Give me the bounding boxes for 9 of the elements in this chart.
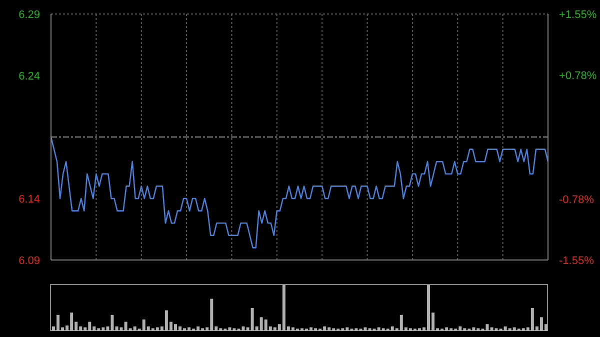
y-tick-label: 6.14 — [18, 194, 40, 206]
y2-tick-label: -0.78% — [559, 194, 594, 206]
y2-tick-label: +1.55% — [559, 9, 597, 21]
y-tick-label: 6.24 — [18, 70, 40, 82]
y2-tick-label: -1.55% — [559, 255, 594, 267]
y2-tick-label: +0.78% — [559, 70, 597, 82]
y-tick-label: 6.29 — [18, 9, 40, 21]
line-series — [50, 136, 549, 248]
y-tick-label: 6.09 — [18, 255, 40, 267]
